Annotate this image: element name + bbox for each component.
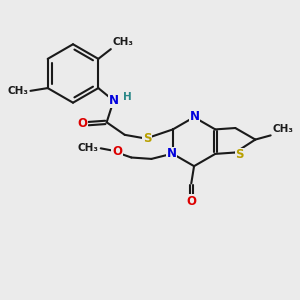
Text: CH₃: CH₃ <box>77 143 98 153</box>
Text: CH₃: CH₃ <box>112 37 133 47</box>
Text: CH₃: CH₃ <box>7 86 28 96</box>
Text: N: N <box>167 147 176 161</box>
Text: H: H <box>122 92 131 102</box>
Text: CH₃: CH₃ <box>272 124 293 134</box>
Text: S: S <box>143 132 151 145</box>
Text: S: S <box>235 148 244 161</box>
Text: N: N <box>190 110 200 122</box>
Text: O: O <box>77 117 87 130</box>
Text: N: N <box>109 94 118 107</box>
Text: O: O <box>186 195 196 208</box>
Text: O: O <box>112 145 122 158</box>
